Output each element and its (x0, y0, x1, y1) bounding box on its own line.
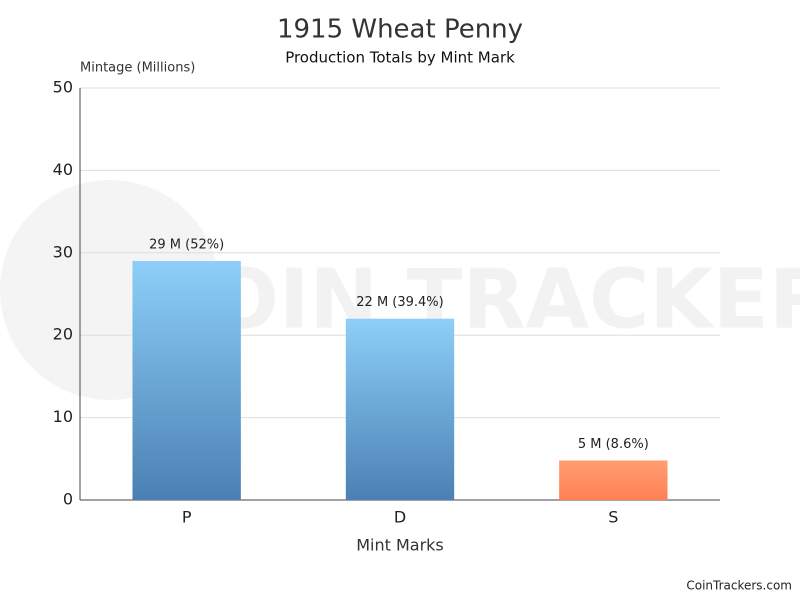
x-tick-label: P (182, 508, 192, 527)
y-tick-label: 0 (63, 490, 73, 509)
data-label: 29 M (52%) (149, 238, 224, 253)
data-label: 22 M (39.4%) (356, 295, 443, 310)
chart-title: 1915 Wheat Penny (277, 15, 523, 45)
data-label: 5 M (8.6%) (578, 437, 649, 452)
y-tick-label: 10 (53, 407, 73, 426)
bar (346, 319, 454, 500)
y-axis-label: Mintage (Millions) (80, 61, 195, 76)
y-tick-label: 20 (53, 325, 73, 344)
x-tick-label: D (394, 508, 406, 527)
y-tick-label: 40 (53, 160, 73, 179)
y-tick-label: 30 (53, 242, 73, 261)
bar (559, 460, 667, 500)
bar (132, 261, 240, 500)
credit: CoinTrackers.com (686, 579, 792, 593)
y-tick-label: 50 (53, 78, 73, 97)
x-tick-label: S (608, 508, 618, 527)
watermark: COIN TRACKERS (149, 252, 800, 347)
x-axis-label: Mint Marks (356, 536, 444, 555)
chart-subtitle: Production Totals by Mint Mark (285, 49, 515, 67)
